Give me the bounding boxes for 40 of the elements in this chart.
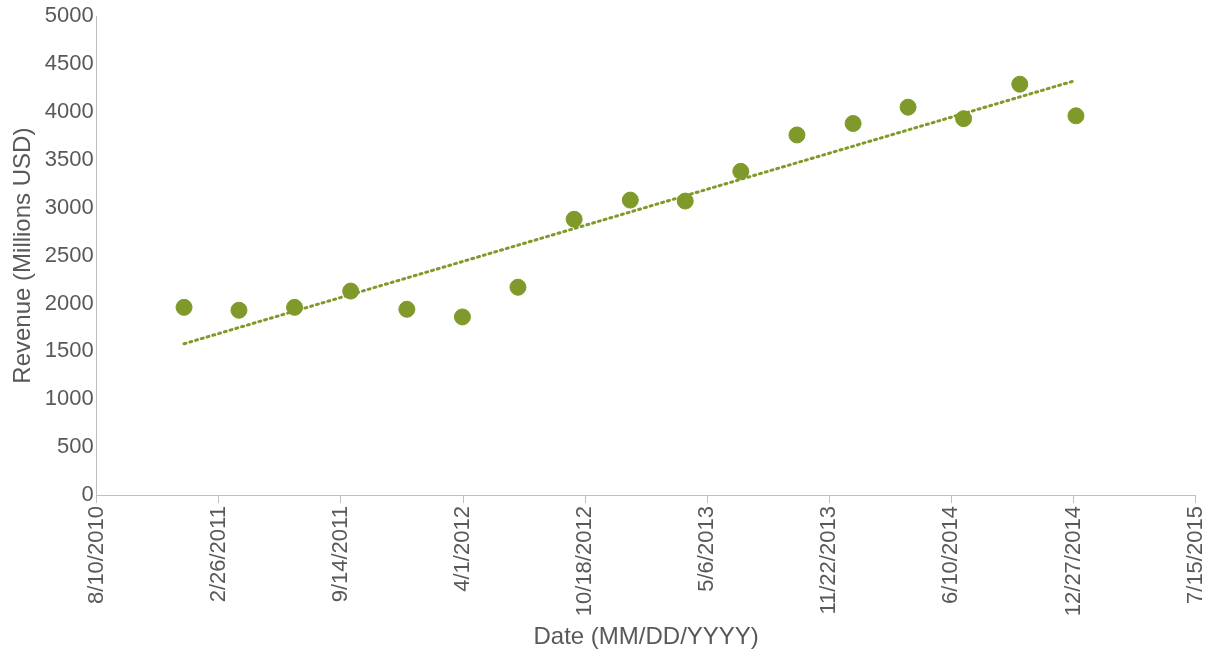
x-tick-label: 7/15/2015 — [1181, 506, 1207, 604]
x-tick-label: 9/14/2011 — [326, 506, 352, 603]
y-tick-label: 2000 — [44, 289, 94, 315]
point — [342, 282, 360, 300]
y-tick-label: 5000 — [44, 2, 94, 28]
y-tick-label: 1500 — [44, 337, 94, 363]
point — [1011, 75, 1029, 93]
y-tick-label: 2500 — [44, 241, 94, 267]
y-axis-title: Revenue (Millions USD) — [8, 127, 36, 384]
y-tick-label: 1000 — [44, 385, 94, 411]
point — [732, 162, 750, 180]
point — [899, 98, 917, 116]
x-tick-label: 10/18/2012 — [571, 506, 597, 617]
x-tick-label: 4/1/2012 — [449, 506, 475, 592]
y-tick-label: 0 — [81, 481, 94, 507]
point — [175, 298, 193, 316]
point — [955, 110, 973, 128]
point — [788, 126, 806, 144]
point — [621, 191, 639, 209]
x-tick-label: 8/10/2010 — [82, 506, 108, 604]
point — [398, 300, 416, 318]
x-axis-title: Date (MM/DD/YYYY) — [533, 622, 759, 650]
point — [286, 298, 304, 316]
y-tick-label: 4500 — [44, 50, 94, 76]
point — [509, 278, 527, 296]
point — [565, 210, 583, 228]
point — [844, 114, 862, 132]
y-tick-label: 3500 — [44, 145, 94, 171]
x-tick-label: 12/27/2014 — [1059, 506, 1085, 617]
x-tick-label: 11/22/2013 — [815, 506, 841, 615]
y-tick-label: 3000 — [44, 193, 94, 219]
point — [1067, 107, 1085, 125]
point — [453, 308, 471, 326]
y-tick-label: 4000 — [44, 98, 94, 124]
point — [676, 192, 694, 210]
x-tick-label: 5/6/2013 — [693, 506, 719, 592]
y-tick-label: 500 — [57, 433, 94, 459]
x-tick-label: 2/26/2011 — [204, 506, 230, 603]
point — [230, 301, 248, 319]
x-tick-label: 6/10/2014 — [937, 506, 963, 604]
